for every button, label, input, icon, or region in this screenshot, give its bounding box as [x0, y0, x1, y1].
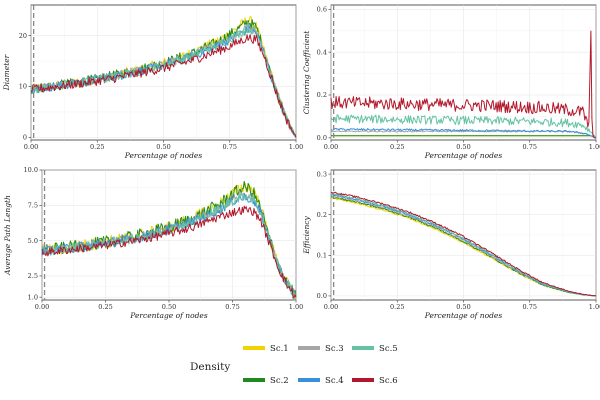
y-tick-label: 0.0: [317, 292, 327, 300]
y-tick-label: 1.0: [28, 293, 38, 301]
y-tick-label: 10: [19, 83, 27, 91]
y-tick-label: 7.5: [28, 202, 38, 210]
y-tick-label: 0.1: [317, 252, 327, 260]
y-tick-label: 0.2: [317, 91, 327, 99]
x-tick-label: 0.00: [324, 143, 338, 151]
y-axis-label: Average Path Length: [3, 195, 12, 276]
panel-efficiency: 0.00 0.25 0.50 0.75 1.00 0.0 0.1 0.2 0.3 Percenta…: [302, 169, 600, 320]
x-tick-label: 0.75: [523, 303, 537, 311]
x-tick-label: 0.50: [456, 143, 470, 151]
y-tick-label: 0.3: [317, 170, 327, 178]
panels: 0.00 0.25 0.50 0.75 1.00 0 10 20 Percentage of n…: [2, 4, 600, 320]
series-line-sc6: [41, 205, 297, 298]
series-line-sc4: [41, 193, 297, 298]
legend-item-sc2: Sc.2: [243, 376, 289, 386]
x-tick-label: 1.00: [289, 303, 303, 311]
x-tick-label: 0.25: [390, 143, 404, 151]
y-tick-label: 10.0: [24, 166, 38, 174]
legend-label-sc6: Sc.6: [379, 376, 398, 386]
x-tick-label: 0.00: [24, 143, 38, 151]
series-line-sc4: [330, 127, 597, 139]
legend: Density Sc.1 Sc.3 Sc.5 Sc.2 Sc.4 Sc.6: [190, 344, 398, 386]
x-tick-label: 0.25: [90, 143, 104, 151]
series-line-sc1: [330, 197, 597, 297]
panel-path-length: 0.00 0.25 0.50 0.75 1.00 1.0 2.5 5.0 7.5 10.0 Perc…: [3, 166, 303, 320]
x-tick-label: 1.00: [589, 303, 600, 311]
legend-item-sc3: Sc.3: [298, 344, 344, 354]
x-axis-label: Percentage of nodes: [129, 311, 208, 320]
series-line-sc2: [331, 135, 597, 139]
x-tick-label: 0.00: [35, 303, 49, 311]
legend-title: Density: [190, 361, 230, 373]
x-tick-label: 0.50: [156, 143, 170, 151]
panel-clustering: 0.00 0.25 0.50 0.75 1.00 0.0 0.2 0.4 0.6 Percenta…: [302, 4, 600, 160]
legend-label-sc2: Sc.2: [270, 376, 289, 386]
y-tick-label: 5.0: [28, 237, 38, 245]
x-tick-label: 0.50: [456, 303, 470, 311]
y-tick-label: 2.5: [28, 272, 38, 280]
x-tick-label: 0.75: [225, 303, 239, 311]
legend-item-sc1: Sc.1: [243, 344, 289, 354]
legend-item-sc6: Sc.6: [352, 376, 398, 386]
x-tick-label: 1.00: [589, 143, 600, 151]
x-tick-label: 0.25: [98, 303, 112, 311]
y-axis-label: Efficiency: [302, 215, 311, 254]
legend-item-sc4: Sc.4: [298, 376, 344, 386]
y-tick-label: 0.6: [317, 5, 327, 13]
legend-label-sc3: Sc.3: [325, 344, 344, 354]
series-line-sc6: [330, 30, 596, 139]
y-tick-label: 0.0: [317, 134, 327, 142]
x-tick-label: 0.50: [162, 303, 176, 311]
x-axis-label: Percentage of nodes: [424, 151, 503, 160]
y-tick-label: 20: [19, 32, 27, 40]
y-tick-label: 0: [23, 134, 27, 142]
legend-item-sc5: Sc.5: [352, 344, 398, 354]
legend-label-sc4: Sc.4: [325, 376, 344, 386]
series-line-sc5: [330, 114, 597, 139]
x-axis-label: Percentage of nodes: [124, 151, 203, 160]
y-axis-label: Clustering Coefficient: [302, 30, 311, 115]
series-line-sc6: [30, 34, 297, 138]
y-axis-label: Diameter: [2, 54, 11, 91]
series-line-sc6: [330, 191, 597, 297]
panel-diameter: 0.00 0.25 0.50 0.75 1.00 0 10 20 Percentage of n…: [2, 4, 303, 160]
series-line-sc4: [330, 194, 597, 297]
legend-label-sc5: Sc.5: [379, 344, 398, 354]
x-tick-label: 0.75: [523, 143, 537, 151]
x-tick-label: 1.00: [289, 143, 303, 151]
x-axis-label: Percentage of nodes: [424, 311, 503, 320]
y-tick-label: 0.2: [317, 211, 327, 219]
x-tick-label: 0.75: [223, 143, 237, 151]
x-tick-label: 0.00: [324, 303, 338, 311]
legend-label-sc1: Sc.1: [270, 344, 289, 354]
x-tick-label: 0.25: [390, 303, 404, 311]
y-tick-label: 0.4: [317, 48, 327, 56]
